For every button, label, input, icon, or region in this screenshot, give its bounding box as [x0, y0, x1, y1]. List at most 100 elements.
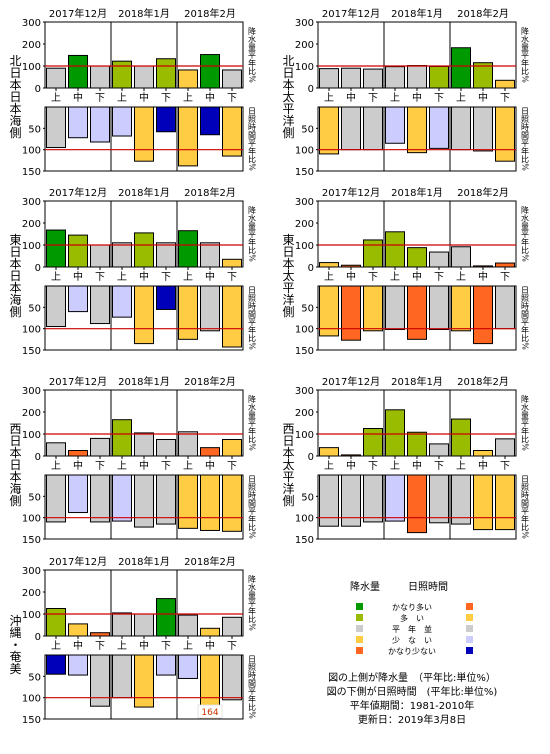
month-label: 2018年1月	[118, 186, 170, 199]
precip-axis-label: 降水量平年比%	[521, 205, 530, 262]
period-label: 中	[73, 270, 83, 283]
note-line: 更新日：2019年3月8日	[358, 713, 466, 726]
period-label: 下	[161, 93, 171, 104]
sunshine-bar	[68, 106, 88, 139]
precip-axis-label: 降水量平年比%	[248, 574, 257, 631]
month-label: 2018年2月	[184, 375, 236, 388]
note-line: 平年値期間：1981-2010年	[350, 699, 475, 712]
period-label: 上	[324, 92, 334, 104]
sunshine-bar	[407, 106, 427, 154]
month-label: 2017年12月	[49, 186, 107, 199]
precip-tick-label: 100	[22, 610, 41, 621]
region-panel-0: 2017年12月 2018年1月 2018年2月 0 100 200 300 50 100 150…	[8, 7, 257, 178]
precip-bar	[134, 432, 154, 457]
precip-bar	[319, 262, 339, 268]
precip-tick-label: 0	[308, 452, 314, 463]
period-label: 中	[205, 459, 215, 472]
precip-bar	[451, 418, 471, 457]
period-label: 下	[95, 641, 105, 652]
period-label: 下	[368, 272, 378, 283]
month-label: 2018年1月	[391, 375, 443, 388]
period-label: 上	[390, 460, 400, 472]
precip-bar	[495, 79, 515, 89]
precip-bar	[341, 454, 361, 457]
legend-swatch-sun	[466, 636, 473, 643]
period-label: 中	[346, 91, 356, 104]
month-label: 2017年12月	[49, 555, 107, 568]
precip-tick-label: 200	[22, 408, 41, 419]
region-panel-3: 2017年12月 2018年1月 2018年2月 0 100 200 300 50 100 150…	[281, 186, 530, 357]
legend-item-label: 少 な い	[392, 636, 432, 645]
month-label: 2018年1月	[391, 7, 443, 20]
period-label: 上	[183, 271, 193, 283]
sunshine-bar	[473, 474, 493, 531]
region-panel-5: 2017年12月 2018年1月 2018年2月 0 100 200 300 50 100 150…	[281, 375, 530, 546]
precip-tick-label: 300	[295, 197, 314, 208]
sunshine-tick-label: 150	[295, 535, 314, 546]
period-label: 上	[456, 271, 466, 283]
period-label: 下	[95, 461, 105, 472]
month-label: 2018年2月	[184, 186, 236, 199]
precip-bar	[451, 47, 471, 89]
period-label: 上	[51, 460, 61, 472]
legend-swatch-precip	[356, 636, 363, 643]
legend-swatch-sun	[466, 625, 473, 632]
precip-bar	[200, 627, 220, 637]
period-label: 下	[227, 272, 237, 283]
precip-tick-label: 300	[22, 566, 41, 577]
region-panel-1: 2017年12月 2018年1月 2018年2月 0 100 200 300 50 100 150…	[281, 7, 530, 178]
precip-bar	[200, 447, 220, 457]
month-label: 2018年2月	[457, 186, 509, 199]
sunshine-bar	[156, 474, 176, 525]
legend-swatch-precip	[356, 625, 363, 632]
sunshine-tick-label: 100	[22, 514, 41, 525]
sunshine-tick-label: 100	[22, 146, 41, 157]
sunshine-bar	[178, 474, 198, 529]
precip-tick-label: 0	[308, 84, 314, 95]
sunshine-bar	[90, 285, 110, 325]
sunshine-axis-label: 日照時間平年比%	[521, 286, 530, 350]
period-label: 上	[324, 460, 334, 472]
region-label: 北日本日本海側	[8, 54, 22, 138]
sunshine-bar	[407, 285, 427, 340]
sunshine-bar	[473, 285, 493, 345]
legend-swatch-sun	[466, 603, 473, 610]
sunshine-bar	[112, 285, 132, 318]
precip-tick-label: 0	[35, 263, 41, 274]
sunshine-bar	[222, 654, 242, 701]
sunshine-tick-label: 150	[22, 167, 41, 178]
sunshine-tick-label: 50	[301, 492, 314, 503]
sunshine-bar	[319, 285, 339, 337]
sunshine-bar	[46, 285, 66, 328]
sunshine-bar	[495, 106, 515, 162]
precip-tick-label: 200	[295, 408, 314, 419]
precip-bar	[363, 428, 383, 457]
sunshine-bar	[341, 474, 361, 527]
sunshine-tick-label: 150	[22, 535, 41, 546]
note-line: 図の上側が降水量 （平年比:単位%）	[328, 671, 496, 684]
period-label: 上	[117, 460, 127, 472]
sunshine-bar	[222, 474, 242, 532]
period-label: 下	[227, 641, 237, 652]
sunshine-tick-label: 50	[28, 303, 41, 314]
precip-bar	[68, 54, 88, 89]
precip-tick-label: 200	[22, 219, 41, 230]
precip-bar	[341, 67, 361, 89]
month-label: 2017年12月	[49, 7, 107, 20]
period-label: 中	[139, 639, 149, 652]
precip-tick-label: 300	[22, 386, 41, 397]
sunshine-tick-label: 50	[301, 124, 314, 135]
precip-bar	[429, 65, 449, 89]
sunshine-bar	[46, 654, 66, 675]
precip-bar	[341, 264, 361, 268]
precip-bar	[134, 613, 154, 637]
month-label: 2017年12月	[322, 7, 380, 20]
sunshine-bar	[68, 285, 88, 313]
precip-tick-label: 100	[22, 241, 41, 252]
period-label: 上	[456, 92, 466, 104]
sunshine-bar	[156, 654, 176, 676]
sunshine-bar	[46, 106, 66, 149]
sunshine-tick-label: 50	[28, 672, 41, 683]
period-label: 下	[434, 461, 444, 472]
legend-item-label: かなり多い	[392, 602, 432, 612]
